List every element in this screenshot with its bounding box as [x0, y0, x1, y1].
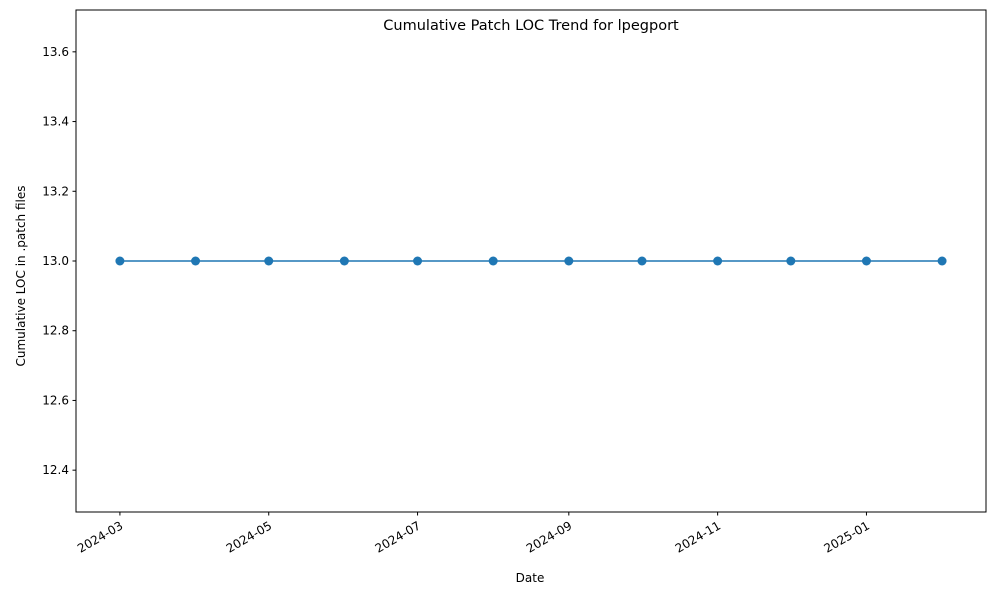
- data-point: [937, 256, 947, 266]
- data-point: [861, 256, 871, 266]
- data-point: [115, 256, 125, 266]
- data-point: [713, 256, 723, 266]
- data-point: [564, 256, 574, 266]
- y-tick-label: 12.4: [42, 463, 69, 477]
- data-point: [191, 256, 201, 266]
- y-tick-label: 13.2: [42, 184, 69, 198]
- chart-title: Cumulative Patch LOC Trend for lpegport: [383, 18, 679, 34]
- data-point: [488, 256, 498, 266]
- x-axis-label: Date: [516, 571, 545, 585]
- y-tick-label: 12.6: [42, 393, 69, 407]
- y-tick-label: 13.4: [42, 115, 69, 129]
- data-point: [264, 256, 274, 266]
- y-tick-label: 12.8: [42, 324, 69, 338]
- data-point: [786, 256, 796, 266]
- axes-frame: [75, 9, 987, 513]
- y-tick-label: 13.6: [42, 45, 69, 59]
- data-point: [339, 256, 349, 266]
- y-axis-label: Cumulative LOC in .patch files: [14, 186, 28, 367]
- y-tick-label: 13.0: [42, 254, 69, 268]
- data-point: [637, 256, 647, 266]
- data-point: [413, 256, 423, 266]
